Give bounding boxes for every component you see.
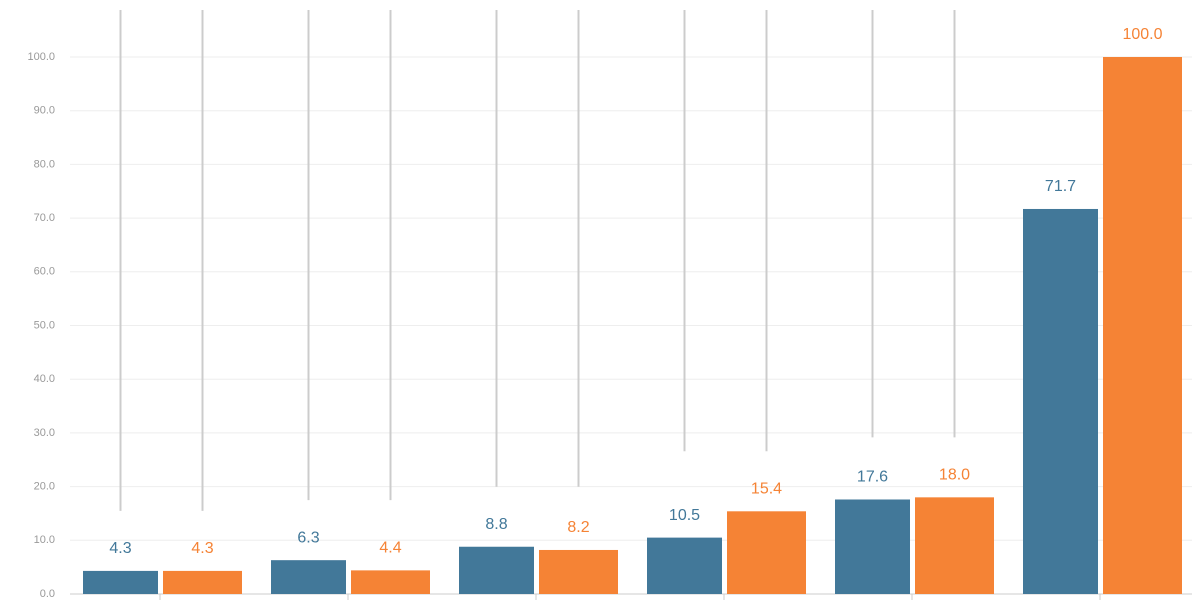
y-tick-label: 90.0 xyxy=(34,105,55,117)
bar xyxy=(727,511,806,594)
y-tick-label: 80.0 xyxy=(34,158,55,170)
value-label: 18.0 xyxy=(939,467,970,484)
bar xyxy=(835,499,910,594)
y-tick-label: 50.0 xyxy=(34,319,55,331)
bar xyxy=(1103,57,1182,594)
value-label: 17.6 xyxy=(857,469,888,486)
y-tick-label: 60.0 xyxy=(34,266,55,278)
y-tick-label: 70.0 xyxy=(34,212,55,224)
bar xyxy=(351,570,430,594)
bar xyxy=(1023,208,1098,594)
bar xyxy=(163,570,242,594)
bar xyxy=(83,570,158,594)
value-label: 15.4 xyxy=(751,481,782,498)
value-label: 71.7 xyxy=(1045,178,1076,195)
y-tick-label: 0.0 xyxy=(40,588,55,600)
y-tick-label: 40.0 xyxy=(34,373,55,385)
y-tick-label: 10.0 xyxy=(34,534,55,546)
bar xyxy=(459,546,534,594)
value-label: 4.4 xyxy=(379,540,401,557)
bar xyxy=(915,497,994,594)
value-label: 4.3 xyxy=(191,540,213,557)
value-label: 100.0 xyxy=(1122,26,1162,43)
bar xyxy=(539,549,618,594)
bar xyxy=(271,560,346,594)
bar xyxy=(647,537,722,594)
value-label: 6.3 xyxy=(297,529,319,546)
value-label: 8.2 xyxy=(567,519,589,536)
y-tick-label: 30.0 xyxy=(34,427,55,439)
y-tick-label: 100.0 xyxy=(27,51,55,63)
y-tick-label: 20.0 xyxy=(34,481,55,493)
value-label: 10.5 xyxy=(669,507,700,524)
value-label: 8.8 xyxy=(485,516,507,533)
value-label: 4.3 xyxy=(109,540,131,557)
